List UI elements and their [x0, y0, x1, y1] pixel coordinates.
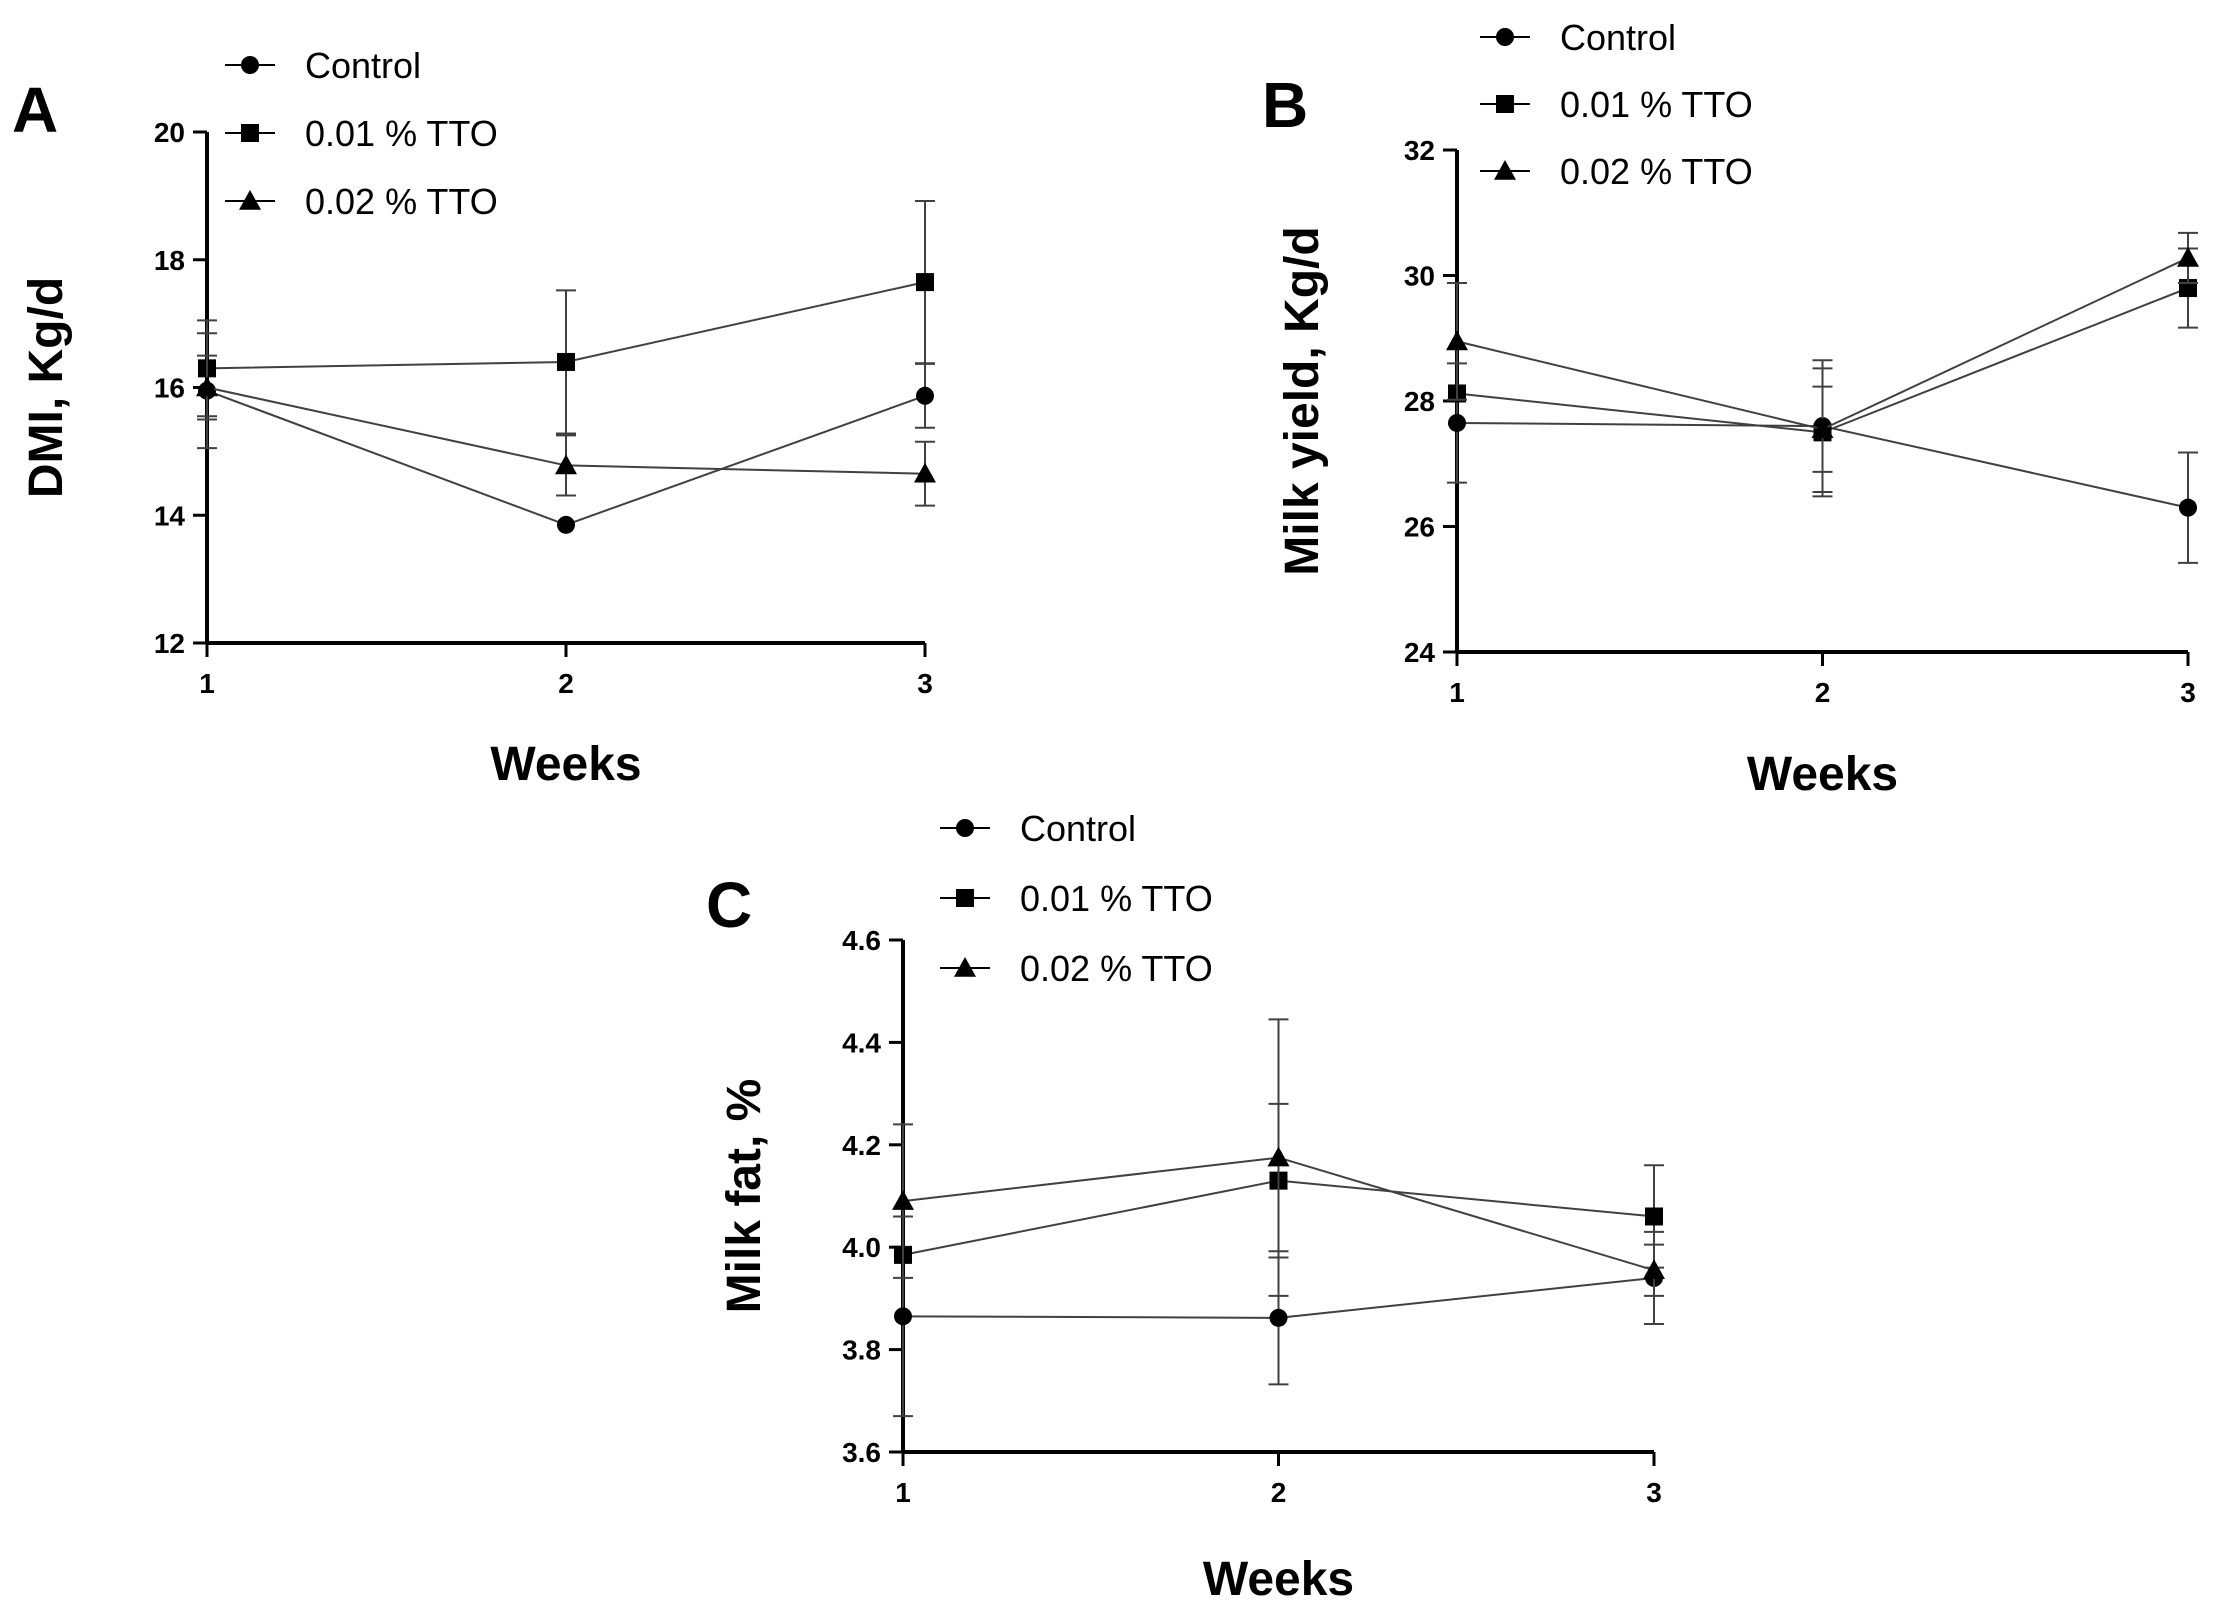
data-point: [2177, 246, 2199, 267]
y-tick-label: 18: [154, 245, 185, 276]
y-tick-label: 4.0: [842, 1232, 881, 1263]
legend-entry: Control: [1480, 17, 1676, 58]
y-tick-label: 4.2: [842, 1130, 881, 1161]
x-tick-label: 1: [895, 1477, 911, 1508]
x-tick-label: 3: [917, 668, 933, 699]
y-tick-label: 12: [154, 628, 185, 659]
legend-marker: [954, 957, 976, 977]
legend-entry: 0.02 % TTO: [225, 181, 498, 222]
y-tick-label: 24: [1404, 637, 1436, 668]
data-point: [557, 352, 575, 371]
x-tick-label: 3: [1646, 1477, 1662, 1508]
data-point: [555, 454, 577, 475]
legend-label: 0.01 % TTO: [305, 113, 498, 154]
data-point: [914, 462, 936, 483]
legend-marker: [241, 124, 259, 142]
data-point: [894, 1307, 912, 1326]
y-tick-label: 14: [154, 500, 186, 531]
y-tick-label: 4.6: [842, 925, 881, 956]
data-point: [1811, 418, 1834, 439]
x-axis-title: Weeks: [1747, 748, 1898, 801]
legend-entry: 0.02 % TTO: [940, 948, 1213, 989]
data-point: [557, 515, 575, 534]
y-tick-label: 3.8: [842, 1335, 881, 1366]
data-point: [1267, 1146, 1290, 1167]
legend-label: 0.01 % TTO: [1020, 878, 1213, 919]
legend-marker: [1496, 28, 1514, 46]
y-tick-label: 32: [1404, 135, 1435, 166]
data-point: [1643, 1259, 1665, 1280]
data-point: [916, 273, 934, 292]
data-point: [1269, 1308, 1288, 1327]
legend-label: 0.02 % TTO: [1020, 948, 1213, 989]
x-tick-label: 2: [1271, 1477, 1287, 1508]
legend-label: 0.01 % TTO: [1560, 84, 1753, 125]
data-point: [892, 1190, 914, 1210]
y-axis-title: Milk fat, %: [718, 1079, 771, 1314]
legend-entry: Control: [940, 808, 1136, 849]
data-point: [196, 376, 218, 397]
legend-entry: 0.01 % TTO: [225, 113, 498, 154]
chart-panel-b: B 24 26 28 30 32 1 2 3 Weeks Milk yield, Kg/d Contr…: [1262, 17, 2199, 801]
data-point: [1446, 330, 1468, 351]
panel-letter: A: [12, 74, 58, 146]
legend-marker: [956, 819, 974, 837]
y-tick-label: 26: [1404, 512, 1435, 543]
y-tick-label: 4.4: [842, 1027, 881, 1058]
x-axis-title: Weeks: [1203, 1553, 1354, 1606]
series-triangle: [196, 354, 936, 507]
y-tick-label: 20: [154, 117, 185, 148]
x-tick-label: 2: [558, 668, 574, 699]
x-tick-label: 3: [2180, 677, 2196, 708]
series-triangle: [892, 1018, 1665, 1297]
y-axis-title: DMI, Kg/d: [20, 277, 73, 498]
legend-label: Control: [1560, 17, 1676, 58]
data-point: [916, 386, 934, 405]
y-tick-label: 30: [1404, 261, 1435, 292]
legend-entry: Control: [225, 45, 421, 86]
x-axis-title: Weeks: [490, 738, 641, 791]
x-tick-label: 1: [199, 668, 215, 699]
y-tick-label: 16: [154, 373, 185, 404]
legend-marker: [1496, 95, 1514, 113]
legend-marker: [241, 56, 259, 74]
y-tick-label: 3.6: [842, 1437, 881, 1468]
panel-letter: B: [1262, 69, 1308, 141]
legend-label: Control: [305, 45, 421, 86]
y-axis-title: Milk yield, Kg/d: [1276, 226, 1329, 575]
legend-label: 0.02 % TTO: [305, 181, 498, 222]
legend-marker: [956, 889, 974, 907]
panel-letter: C: [706, 869, 752, 941]
chart-panel-c: C 3.6 3.8 4.0 4.2 4.4 4.6 1 2 3 Weeks Milk fat, % Co…: [706, 808, 1665, 1606]
x-tick-label: 1: [1449, 677, 1465, 708]
legend-marker: [1494, 160, 1516, 180]
data-point: [1645, 1207, 1663, 1226]
legend-entry: 0.02 % TTO: [1480, 151, 1753, 192]
y-tick-label: 28: [1404, 386, 1435, 417]
series-triangle: [1446, 231, 2199, 473]
data-point: [1448, 413, 1466, 432]
legend-marker: [239, 190, 261, 210]
legend-label: 0.02 % TTO: [1560, 151, 1753, 192]
data-point: [2179, 498, 2197, 517]
legend-label: Control: [1020, 808, 1136, 849]
x-tick-label: 2: [1815, 677, 1831, 708]
legend-entry: 0.01 % TTO: [1480, 84, 1753, 125]
legend-entry: 0.01 % TTO: [940, 878, 1213, 919]
